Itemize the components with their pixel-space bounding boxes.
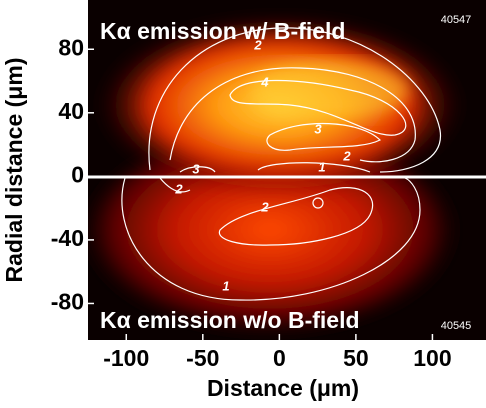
shot-number: 40547 <box>441 14 472 26</box>
y-tick-label: -40 <box>51 225 84 251</box>
contour-label: 1 <box>318 159 325 174</box>
contour-label: 2 <box>174 181 183 196</box>
x-axis-title: Distance (μm) <box>207 375 359 401</box>
x-tick-label: -100 <box>103 345 149 371</box>
contour-label: 2 <box>253 37 262 52</box>
x-tick-label: 0 <box>273 345 286 371</box>
shot-number: 40545 <box>441 320 472 332</box>
heatmap-image <box>88 0 486 340</box>
x-tick-label: 100 <box>413 345 451 371</box>
contour-label: 3 <box>192 161 200 176</box>
y-tick-label: -80 <box>51 289 84 315</box>
y-axis-title: Radial distance (μm) <box>1 58 27 283</box>
contour-label: 4 <box>260 74 269 89</box>
x-tick-label: -50 <box>186 345 219 371</box>
contour-label: 2 <box>342 148 351 163</box>
y-tick-label: 80 <box>58 34 84 60</box>
contour-label: 3 <box>314 121 322 136</box>
contour-label: 2 <box>260 199 269 214</box>
y-tick-label: 0 <box>71 161 84 187</box>
x-tick-label: 50 <box>343 345 369 371</box>
contour-label: 1 <box>222 278 229 293</box>
panel-label: Kα emission w/ B-field <box>100 18 345 44</box>
y-tick-label: 40 <box>58 98 84 124</box>
panel-label: Kα emission w/o B-field <box>100 307 360 333</box>
